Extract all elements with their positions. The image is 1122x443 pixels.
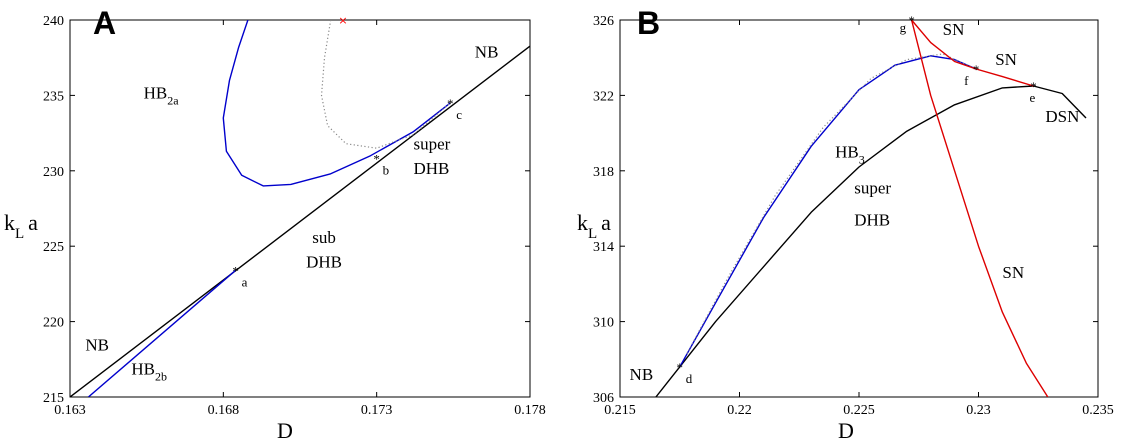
annotation-hb2b: HB2b xyxy=(131,359,167,383)
annotation-super: super xyxy=(413,135,450,154)
annotation-nb-top: NB xyxy=(475,43,499,62)
y-axis-label: kL a xyxy=(4,210,38,242)
y-tick-label: 306 xyxy=(593,391,614,406)
x-tick-label: 0.173 xyxy=(361,403,393,418)
point-marker: * xyxy=(677,360,684,375)
series-line xyxy=(320,20,451,149)
plot-frame xyxy=(69,19,531,398)
series-line xyxy=(655,85,1087,397)
point-label: d xyxy=(686,371,693,386)
point-marker: * xyxy=(373,152,380,167)
point-marker: * xyxy=(908,13,915,28)
series-line xyxy=(911,20,1034,87)
y-tick-label: 314 xyxy=(593,240,614,255)
y-tick-label: 326 xyxy=(593,14,614,29)
point-marker: * xyxy=(447,96,454,111)
x-tick-label: 0.163 xyxy=(54,403,86,418)
x-tick-label: 0.225 xyxy=(843,403,875,418)
plot-frame xyxy=(619,19,1099,398)
series-line xyxy=(910,20,1049,397)
annotation-dsn: DSN xyxy=(1045,107,1079,126)
y-tick-label: 235 xyxy=(43,89,64,104)
y-axis-label: kL a xyxy=(577,210,611,242)
point-label: c xyxy=(456,107,462,122)
series-line xyxy=(679,55,977,368)
y-tick-label: 225 xyxy=(43,240,64,255)
panel-B: 0.215 0.22 0.225 0.23 0.235 306 310 314 318 322 32… xyxy=(577,5,1114,443)
annotation-super: super xyxy=(854,178,891,197)
x-axis-label: D xyxy=(277,418,293,443)
panel-letter: B xyxy=(637,5,660,41)
y-tick-label: 230 xyxy=(43,165,64,180)
y-tick-label: 240 xyxy=(43,14,64,29)
series-line xyxy=(70,45,530,397)
point-label: b xyxy=(383,163,390,178)
point-label: a xyxy=(242,274,248,289)
x-tick-label: 0.235 xyxy=(1082,403,1114,418)
y-tick-label: 310 xyxy=(593,316,614,331)
annotation-sn-low: SN xyxy=(1002,263,1024,282)
y-tick-label: 220 xyxy=(43,316,64,331)
annotation-sub: sub xyxy=(312,228,336,247)
x-tick-label: 0.22 xyxy=(727,403,752,418)
panel-A: 0.163 0.168 0.173 0.178215220225230235240*a… xyxy=(4,5,546,443)
y-tick-label: 215 xyxy=(43,391,64,406)
x-axis-label: D xyxy=(838,418,854,443)
x-tick-label: 0.178 xyxy=(514,403,546,418)
x-tick-label: 0.168 xyxy=(208,403,240,418)
point-marker: * xyxy=(973,62,980,77)
annotation-sn-mid: SN xyxy=(995,50,1017,69)
point-marker: * xyxy=(232,263,239,278)
annotation-nb-bottom: NB xyxy=(85,335,109,354)
series-line xyxy=(87,269,237,397)
y-tick-label: 322 xyxy=(593,89,614,104)
annotation-hb2a: HB2a xyxy=(144,83,180,107)
point-marker: * xyxy=(1030,79,1037,94)
series-line xyxy=(222,20,451,187)
end-marker: × xyxy=(338,14,347,27)
x-tick-label: 0.215 xyxy=(604,403,636,418)
annotation-dhb: DHB xyxy=(854,210,890,229)
series-line xyxy=(686,53,977,354)
panel-letter: A xyxy=(93,5,116,41)
point-label: e xyxy=(1029,90,1035,105)
annotation-hb3: HB3 xyxy=(835,143,865,167)
point-label: g xyxy=(900,20,907,35)
annotation-nb: NB xyxy=(630,365,654,384)
x-tick-label: 0.23 xyxy=(966,403,991,418)
annotation-sn-top: SN xyxy=(943,20,965,39)
point-label: f xyxy=(964,73,969,88)
y-tick-label: 318 xyxy=(593,165,614,180)
annotation-dhb-sub: DHB xyxy=(306,252,342,271)
annotation-dhb-super: DHB xyxy=(413,159,449,178)
